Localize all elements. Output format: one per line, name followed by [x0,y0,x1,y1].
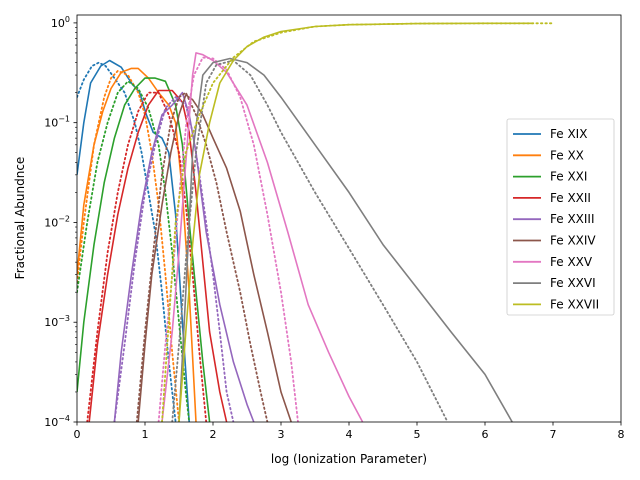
x-tick-label: 5 [414,428,421,441]
x-tick-label: 8 [618,428,625,441]
legend-label-fe-xxvi: Fe XXVI [550,276,596,290]
series-line-fe-xxiv-dotted [135,91,269,422]
y-axis-label: Fractional Abundnce [13,157,27,280]
legend-label-fe-xx: Fe XX [550,148,584,162]
series-line-fe-xxi [77,77,211,422]
series-line-fe-xix-dotted [77,61,177,422]
legend-label-fe-xxi: Fe XXI [550,170,587,184]
x-axis-ticks: 0 1 2 3 4 5 6 7 8 [74,422,625,441]
y-axis-ticks: 10−4 10−3 10−2 10−1 100 [44,15,77,429]
x-tick-label: 0 [74,428,81,441]
series-line-fe-xx [77,67,197,422]
legend-label-fe-xix: Fe XIX [550,127,587,141]
series-lines [77,22,554,422]
y-tick-label: 100 [51,15,70,30]
series-line-fe-xxii [88,89,228,422]
x-tick-label: 1 [142,428,149,441]
series-line-fe-xxiv [137,94,292,422]
series-line-fe-xxiii [113,91,255,422]
series-line-fe-xix [77,59,190,422]
x-tick-label: 4 [346,428,353,441]
legend-label-fe-xxiv: Fe XXIV [550,234,596,248]
legend-label-fe-xxv: Fe XXV [550,255,593,269]
x-tick-label: 6 [482,428,489,441]
x-tick-label: 2 [210,428,217,441]
series-line-fe-xxvi [178,57,513,422]
legend-label-fe-xxii: Fe XXII [550,191,591,205]
legend-label-fe-xxiii: Fe XXIII [550,212,595,226]
series-line-fe-xxvii [178,22,533,422]
x-axis-label: log (Ionization Parameter) [271,452,427,466]
legend-label-fe-xxvii: Fe XXVII [550,297,599,311]
y-tick-label: 10−1 [44,115,70,130]
y-tick-label: 10−2 [44,214,70,229]
series-line-fe-xxv [161,52,364,422]
x-tick-label: 3 [278,428,285,441]
y-tick-label: 10−4 [44,414,70,429]
x-tick-label: 7 [550,428,557,441]
legend: Fe XIX Fe XX Fe XXI Fe XXII Fe XXIII Fe XXIV F… [506,118,615,316]
y-tick-label: 10−3 [44,314,70,329]
legend-box [506,118,615,316]
series-line-fe-xxv-dotted [157,56,299,422]
series-line-fe-xxi-dotted [77,80,191,422]
